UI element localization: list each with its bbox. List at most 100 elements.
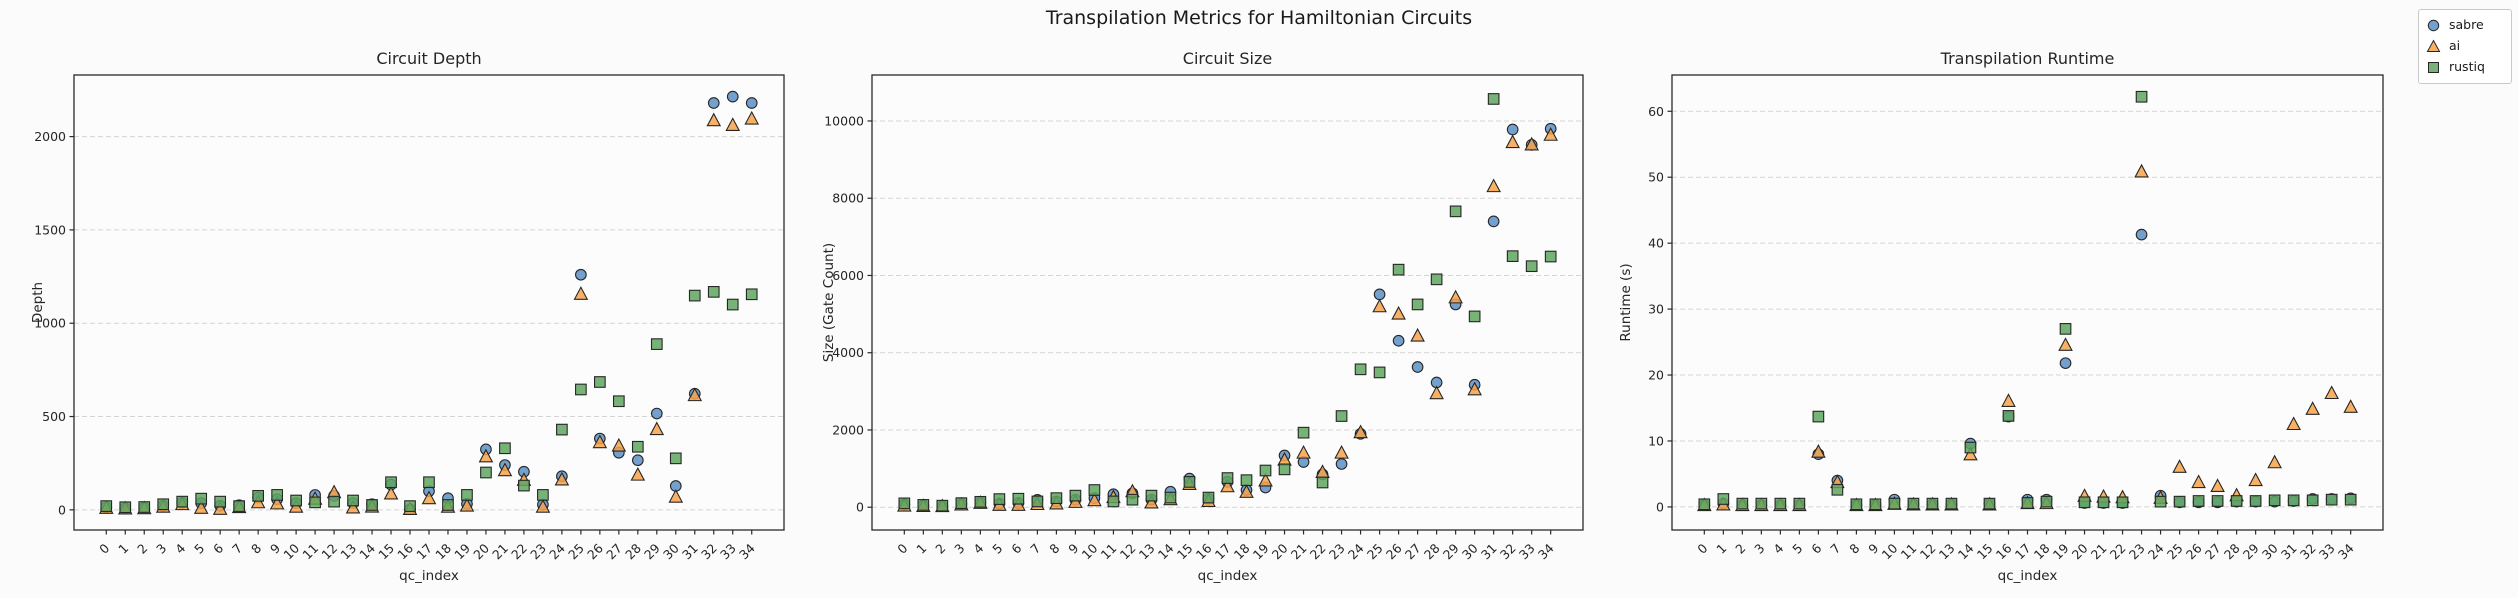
axes-spines [1671, 74, 2384, 531]
rustiq-data-point [1183, 476, 1196, 488]
rustiq-data-point [2040, 495, 2053, 508]
rustiq-data-point [290, 494, 302, 507]
x-tick-label: 7 [229, 541, 245, 557]
ai-data-point [592, 434, 608, 449]
rustiq-data-point [423, 476, 435, 489]
ai-data-point [250, 494, 266, 509]
rustiq-data-point [328, 495, 340, 508]
ai-data-point [1353, 424, 1368, 439]
x-tick-label: 2 [932, 541, 948, 557]
rustiq-data-point [669, 452, 682, 465]
y-tick-label: 50 [1648, 170, 1664, 185]
rustiq-data-point [1259, 464, 1272, 477]
rustiq-data-point [2192, 495, 2205, 507]
x-tick-label: 9 [1865, 540, 1881, 556]
rustiq-data-point [594, 376, 606, 388]
y-tick-label: 4000 [832, 345, 864, 360]
y-axis-label: Size (Gate Count) [821, 243, 837, 362]
subplot-title: Circuit Size [1183, 49, 1272, 68]
rustiq-data-point [2078, 496, 2091, 509]
sabre-data-point [1392, 334, 1405, 347]
sabre-data-point [2059, 357, 2072, 370]
sabre-data-point [745, 97, 758, 109]
sabre-data-point [650, 407, 663, 420]
rustiq-data-point [1297, 426, 1310, 439]
rustiq-data-point [707, 286, 720, 298]
x-tick-label: 2 [134, 541, 150, 557]
x-tick-label: 4 [172, 540, 188, 556]
x-tick-label: 5 [1789, 541, 1805, 557]
sabre-data-point [1411, 361, 1424, 373]
rustiq-data-point [404, 500, 416, 512]
ai-data-point [630, 466, 646, 481]
ai-data-point [2001, 393, 2016, 407]
ai-data-point [1144, 494, 1159, 509]
ai-data-point [1391, 305, 1406, 320]
rustiq-data-point [1793, 497, 1806, 510]
rustiq-data-point [575, 383, 587, 396]
ai-data-point [478, 448, 494, 463]
ai-data-point [193, 500, 209, 514]
ai-data-point [497, 462, 513, 477]
sabre-data-point [631, 454, 644, 467]
ai-data-point [744, 110, 760, 125]
y-tick-label: 6000 [832, 268, 864, 283]
ai-data-point [2324, 385, 2339, 400]
rustiq-data-point [1831, 483, 1844, 496]
rustiq-data-point [2021, 497, 2034, 509]
rustiq-data-point [499, 442, 511, 455]
rustiq-data-point [1468, 310, 1481, 323]
rustiq-data-point [1050, 492, 1063, 504]
ai-data-point [1448, 289, 1463, 304]
rustiq-data-point [688, 289, 701, 302]
ai-data-point [1220, 478, 1235, 493]
rustiq-data-point [1126, 493, 1139, 506]
rustiq-data-point [537, 489, 549, 501]
rustiq-data-point [612, 395, 625, 408]
ai-data-point [2248, 472, 2263, 487]
ai-data-point [2172, 459, 2187, 473]
ai-data-point [2343, 399, 2358, 413]
ai-data-point [573, 286, 589, 300]
rustiq-data-point [1411, 298, 1424, 311]
rustiq-data-point [1430, 273, 1443, 286]
rustiq-data-point [1031, 495, 1044, 508]
rustiq-data-point [1354, 363, 1367, 376]
y-tick-label: 0 [1656, 499, 1664, 514]
rustiq-data-point [138, 501, 151, 513]
y-tick-label: 20 [1648, 368, 1664, 383]
rustiq-data-point [2230, 495, 2243, 507]
ai-data-point [212, 501, 228, 515]
x-tick-label: 6 [210, 540, 226, 556]
rustiq-data-point [993, 493, 1006, 505]
x-tick-label: 0 [894, 540, 910, 556]
x-tick-label: 6 [1808, 540, 1824, 556]
ai-data-point [2134, 163, 2149, 178]
y-tick-label: 500 [42, 409, 66, 424]
rustiq-data-point [100, 500, 113, 512]
rustiq-data-point [1107, 495, 1120, 508]
rustiq-data-point [271, 489, 283, 501]
x-tick-label: 5 [989, 541, 1005, 557]
rustiq-data-point [1316, 476, 1329, 489]
rustiq-data-point [1221, 472, 1234, 484]
rustiq-data-point [1755, 497, 1768, 510]
rustiq-data-point [195, 492, 208, 505]
x-tick-label: 1 [1713, 541, 1729, 557]
x-tick-label: 4 [1770, 540, 1786, 556]
sabre-data-point [1373, 288, 1386, 301]
ai-data-point [1543, 127, 1558, 141]
rustiq-data-point [176, 495, 189, 508]
y-tick-label: 2000 [34, 129, 66, 144]
x-tick-label: 1 [115, 541, 131, 557]
rustiq-data-point [556, 423, 568, 436]
rustiq-data-point [2002, 410, 2015, 422]
rustiq-data-point [1088, 484, 1101, 496]
y-tick-label: 8000 [832, 191, 864, 206]
ai-data-point [1239, 484, 1254, 498]
x-tick-label: 34 [736, 540, 758, 562]
rustiq-data-point [1278, 463, 1291, 476]
ai-data-point [459, 497, 475, 512]
